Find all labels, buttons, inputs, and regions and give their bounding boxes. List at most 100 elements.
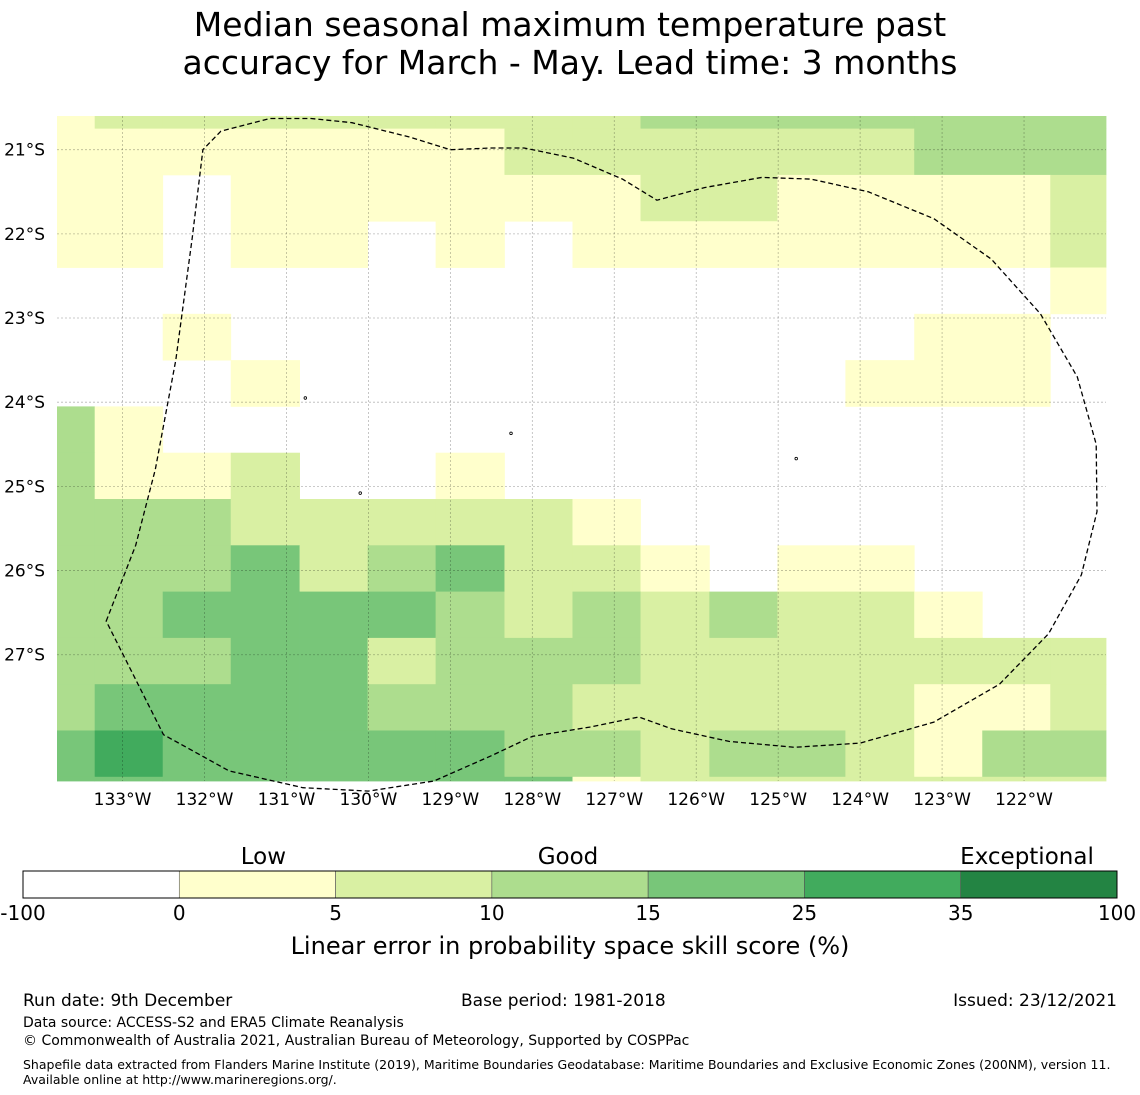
heatmap-cell — [709, 221, 778, 268]
heatmap-cell — [845, 221, 915, 268]
x-tick-label: 129°W — [421, 790, 479, 810]
colorbar-segment — [22, 870, 180, 899]
heatmap-cell — [94, 116, 164, 130]
colorbar — [22, 870, 1118, 899]
x-tick-label: 126°W — [667, 790, 725, 810]
heatmap-cell — [572, 221, 641, 268]
heatmap-cell — [572, 637, 641, 685]
heatmap-cell — [299, 776, 368, 782]
heatmap-cell — [367, 776, 437, 782]
colorbar-tick-label: 35 — [948, 901, 973, 925]
chart-title-line1: Median seasonal maximum temperature past — [193, 5, 947, 44]
heatmap-cell — [435, 545, 505, 592]
colorbar-xlabel: Linear error in probability space skill … — [291, 932, 850, 960]
y-axis-ticks: 21°S 22°S 23°S 24°S 25°S 26°S 27°S — [4, 141, 45, 666]
heatmap-cell — [777, 776, 846, 782]
heatmap-cell — [230, 684, 300, 731]
heatmap-cell — [982, 684, 1051, 731]
heatmap-cell — [572, 174, 641, 222]
heatmap-cell — [845, 545, 915, 592]
heatmap-cell — [1050, 776, 1107, 782]
heatmap-cell — [914, 730, 983, 778]
heatmap-cell — [57, 499, 96, 546]
heatmap-cell — [299, 730, 368, 778]
heatmap-cell — [982, 730, 1051, 778]
x-tick-label: 132°W — [176, 790, 234, 810]
heatmap-cell — [640, 776, 710, 782]
heatmap-cell — [230, 174, 300, 222]
heatmap-cell — [299, 174, 368, 222]
heatmap-cell — [57, 730, 96, 778]
heatmap-cell — [640, 730, 710, 778]
heatmap-cell — [230, 116, 300, 130]
heatmap-cell — [777, 116, 846, 130]
y-tick-label: 23°S — [4, 309, 45, 329]
heatmap-cell — [845, 174, 915, 222]
heatmap-cell — [57, 545, 96, 592]
heatmap-cell — [57, 221, 96, 268]
issued-date: Issued: 23/12/2021 — [953, 991, 1117, 1011]
colorbar-tick-label: 15 — [635, 901, 660, 925]
heatmap-cell — [435, 637, 505, 685]
heatmap-cell — [640, 174, 710, 222]
heatmap-cell — [914, 116, 983, 130]
heatmap-cell — [504, 116, 573, 130]
heatmap-cell — [845, 637, 915, 685]
heatmap-cell — [435, 684, 505, 731]
heatmap-cell — [982, 776, 1051, 782]
heatmap-cell — [572, 116, 641, 130]
chart-title: Median seasonal maximum temperature past… — [0, 6, 1140, 82]
heatmap-cell — [299, 637, 368, 685]
heatmap-cell — [162, 684, 232, 731]
colorbar-frame — [22, 870, 1118, 899]
heatmap-cell — [367, 637, 437, 685]
colorbar-tick-label: 25 — [792, 901, 817, 925]
heatmap-cell — [162, 452, 232, 500]
x-tick-label: 130°W — [340, 790, 398, 810]
data-source: Data source: ACCESS-S2 and ERA5 Climate … — [23, 1015, 404, 1031]
heatmap-cell — [57, 116, 96, 130]
heatmap-cell — [94, 684, 164, 731]
heatmap-cell — [367, 730, 437, 778]
heatmap-cell — [162, 591, 232, 639]
colorbar-category-labels: Low Good Exceptional — [241, 844, 1094, 870]
heatmap-cell — [504, 591, 573, 639]
heatmap-cell — [914, 128, 983, 176]
heatmap-cell — [640, 116, 710, 130]
heatmap-cell — [982, 128, 1051, 176]
heatmap-cell — [982, 637, 1051, 685]
heatmap-cell — [94, 174, 164, 222]
heatmap-cell — [435, 591, 505, 639]
x-tick-label: 125°W — [749, 790, 807, 810]
heatmap-cell — [162, 499, 232, 546]
heatmap-cell — [709, 116, 778, 130]
heatmap-cell — [94, 637, 164, 685]
heatmap-cell — [572, 730, 641, 778]
heatmap-cell — [640, 637, 710, 685]
heatmap-cell — [777, 128, 846, 176]
heatmap-cell — [57, 637, 96, 685]
colorbar-category-label: Low — [241, 844, 286, 870]
heatmap-cell — [504, 730, 573, 778]
colorbar-segment — [647, 870, 805, 899]
heatmap-cell — [640, 545, 710, 592]
heatmap-cell — [57, 452, 96, 500]
colorbar-segment — [960, 870, 1118, 899]
heatmap-cell — [299, 591, 368, 639]
heatmap-cell — [435, 221, 505, 268]
colorbar-tick-label: 100 — [1098, 901, 1136, 925]
heatmap-cell — [435, 174, 505, 222]
heatmap-cell — [367, 545, 437, 592]
y-tick-label: 25°S — [4, 477, 45, 497]
colorbar-segment — [491, 870, 649, 899]
islands — [303, 396, 798, 495]
heatmap-cell — [914, 360, 983, 407]
heatmap-cell — [572, 499, 641, 546]
x-tick-label: 127°W — [585, 790, 643, 810]
heatmap-cell — [1050, 174, 1107, 222]
heatmap-cell — [367, 684, 437, 731]
heatmap-cell — [435, 128, 505, 176]
heatmap-cell — [777, 684, 846, 731]
heatmap-cell — [299, 116, 368, 130]
heatmap-cell — [572, 684, 641, 731]
